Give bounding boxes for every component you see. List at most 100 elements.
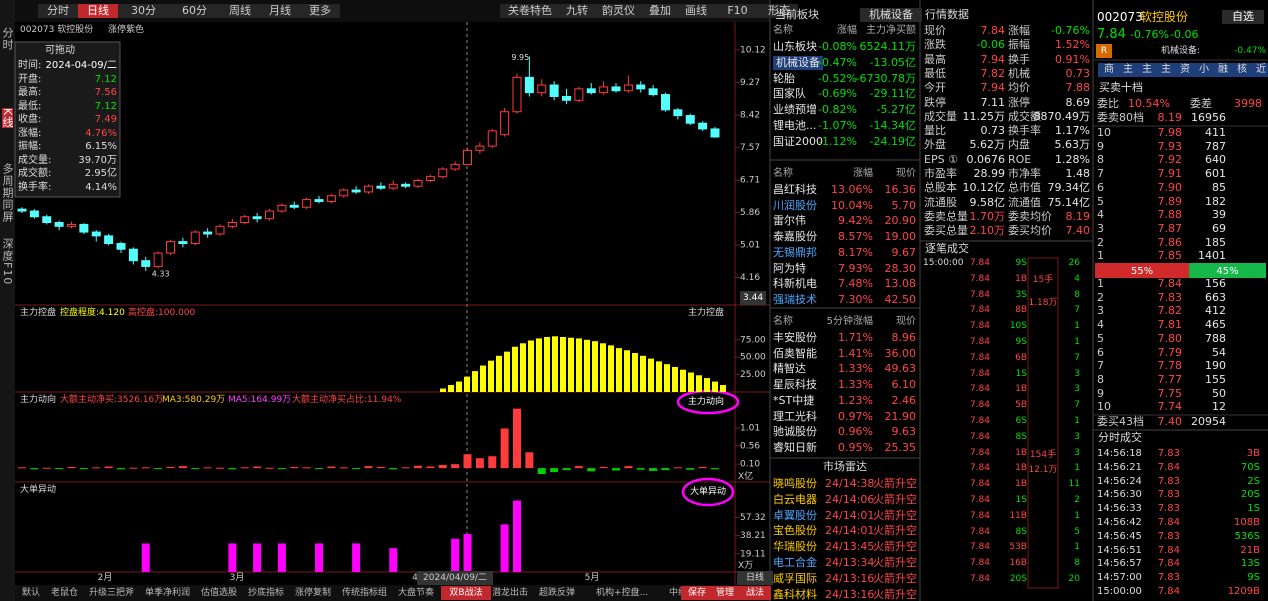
label: 70S bbox=[1240, 461, 1260, 473]
label: 3 bbox=[1074, 431, 1080, 442]
control-bar bbox=[504, 351, 510, 392]
label: 5 bbox=[1097, 194, 1104, 208]
info-tab[interactable]: 核 bbox=[1231, 63, 1253, 77]
label: 委差 bbox=[1190, 97, 1212, 110]
cell: 6524.11万 bbox=[859, 40, 917, 53]
period-button[interactable]: 30分 bbox=[118, 4, 169, 18]
flow-bar bbox=[240, 467, 249, 469]
watch-button[interactable]: 自选 bbox=[1222, 10, 1264, 24]
strategy-tab[interactable]: 双B战法 bbox=[441, 586, 491, 600]
flow-bar bbox=[154, 468, 163, 470]
control-bar bbox=[568, 337, 574, 392]
label: 7.84 bbox=[969, 431, 990, 442]
label: -0.76% bbox=[1051, 24, 1090, 37]
period-button[interactable]: 60分 bbox=[169, 4, 220, 18]
candle-body bbox=[512, 76, 522, 113]
label: 11 bbox=[1068, 479, 1080, 490]
info-tab[interactable]: 融 bbox=[1212, 63, 1234, 77]
label: 14:56:51 bbox=[1097, 544, 1142, 556]
candle-body bbox=[215, 225, 225, 235]
label: 7.84 bbox=[969, 258, 990, 268]
label: 8.69 bbox=[1065, 95, 1091, 109]
info-tab[interactable]: 资 bbox=[1174, 63, 1196, 77]
flow-button[interactable]: 主力动向 bbox=[687, 397, 724, 407]
cell: 精智达 bbox=[773, 362, 806, 376]
flow-bar bbox=[550, 468, 559, 473]
label: 5 bbox=[1097, 331, 1104, 345]
period-button[interactable]: 分时 bbox=[38, 4, 78, 18]
flow-bar bbox=[599, 466, 608, 469]
flow-bar bbox=[612, 468, 620, 471]
cell: 雷尔伟 bbox=[773, 214, 806, 228]
tool-button[interactable]: 关卷特色 bbox=[500, 4, 560, 18]
control-bar bbox=[600, 343, 606, 392]
flow-bar bbox=[55, 468, 64, 470]
side-tab[interactable]: 深度F10 bbox=[1, 238, 14, 286]
sector-tab[interactable]: 机械设备 bbox=[860, 8, 922, 22]
tool-button[interactable]: 叠加 bbox=[641, 4, 679, 18]
strategy-tab[interactable]: 潜龙出击 bbox=[491, 588, 528, 598]
tool-button[interactable]: 韵灵仪 bbox=[594, 4, 643, 18]
big-order-button[interactable]: 大单异动 bbox=[689, 487, 726, 497]
tool-button[interactable]: 形态 bbox=[760, 4, 798, 18]
label: 涨停紫色 bbox=[108, 25, 145, 35]
strategy-tab[interactable]: 老鼠仓 bbox=[50, 588, 78, 598]
strategy-tab[interactable]: 估值选股 bbox=[200, 588, 237, 598]
info-tab[interactable]: 主 bbox=[1155, 63, 1177, 77]
label: 1B bbox=[1015, 447, 1027, 458]
strategy-tab[interactable]: 抄底指标 bbox=[247, 588, 284, 598]
strategy-tab[interactable]: 升级三把斧 bbox=[88, 588, 134, 598]
action-button[interactable]: 保存 bbox=[681, 586, 713, 600]
label: 640 bbox=[1205, 153, 1226, 167]
strategy-tab[interactable]: 默认 bbox=[21, 588, 40, 598]
side-tab[interactable]: K线 bbox=[1, 108, 14, 129]
side-tab[interactable]: 多周期同屏 bbox=[1, 163, 14, 223]
info-tab[interactable]: 近 bbox=[1250, 63, 1268, 77]
label: 7.84 bbox=[1097, 27, 1126, 42]
label: 1B bbox=[1015, 384, 1027, 395]
flow-bar bbox=[79, 468, 88, 470]
label: 7.82 bbox=[1157, 304, 1183, 318]
flow-bar bbox=[141, 467, 150, 469]
period-button[interactable]: 日线 bbox=[78, 4, 118, 18]
label: 7.98 bbox=[1157, 126, 1183, 139]
y-tick-label: 50.00 bbox=[740, 353, 766, 363]
side-tab[interactable]: 分时 bbox=[1, 27, 14, 51]
label: 7.93 bbox=[1157, 139, 1183, 153]
candle-body bbox=[562, 95, 571, 101]
tool-button[interactable]: 画线 bbox=[677, 4, 715, 18]
action-button[interactable]: 管理 bbox=[709, 586, 741, 600]
label: 主力动向 bbox=[20, 395, 57, 405]
strategy-tab[interactable]: 单季净利润 bbox=[144, 588, 190, 598]
tool-button[interactable]: F10 bbox=[713, 4, 762, 18]
candle-body bbox=[487, 130, 497, 147]
period-button[interactable]: 周线 bbox=[220, 4, 260, 18]
strategy-tab[interactable]: 涨停复制 bbox=[294, 588, 331, 598]
strategy-tab[interactable]: 超跌反弹 bbox=[538, 588, 575, 598]
label: 1S bbox=[1015, 368, 1027, 379]
label: 现价 bbox=[924, 24, 946, 37]
label: 69 bbox=[1212, 221, 1226, 235]
info-tab[interactable]: 主 bbox=[1117, 63, 1139, 77]
period-button[interactable]: 更多 bbox=[300, 4, 340, 18]
strategy-tab[interactable]: 大盘节奏 bbox=[397, 588, 434, 598]
flow-bar bbox=[513, 408, 521, 469]
label: 日线 bbox=[737, 571, 773, 585]
info-tab[interactable]: 商 bbox=[1098, 63, 1120, 77]
info-tab[interactable]: 小 bbox=[1193, 63, 1215, 77]
label: 9S bbox=[1247, 572, 1260, 584]
action-button[interactable]: 战法 bbox=[739, 586, 771, 600]
info-tab[interactable]: 主 bbox=[1136, 63, 1158, 77]
tool-button[interactable]: 九转 bbox=[558, 4, 596, 18]
strategy-tab[interactable]: 传统指标组 bbox=[341, 588, 387, 598]
label: 7.84 bbox=[969, 305, 990, 316]
label: 4.14% bbox=[85, 181, 117, 193]
strategy-tab[interactable]: 中线 bbox=[668, 588, 687, 598]
period-button[interactable]: 月线 bbox=[260, 4, 300, 18]
label: 8S bbox=[1015, 431, 1027, 442]
label: 7.12 bbox=[94, 100, 117, 112]
flow-bar bbox=[401, 467, 410, 469]
label: 大额主动净买占比:11.94% bbox=[292, 395, 402, 405]
strategy-tab[interactable]: 机构+控盘... bbox=[595, 588, 649, 598]
label: 7.56 bbox=[94, 87, 117, 98]
